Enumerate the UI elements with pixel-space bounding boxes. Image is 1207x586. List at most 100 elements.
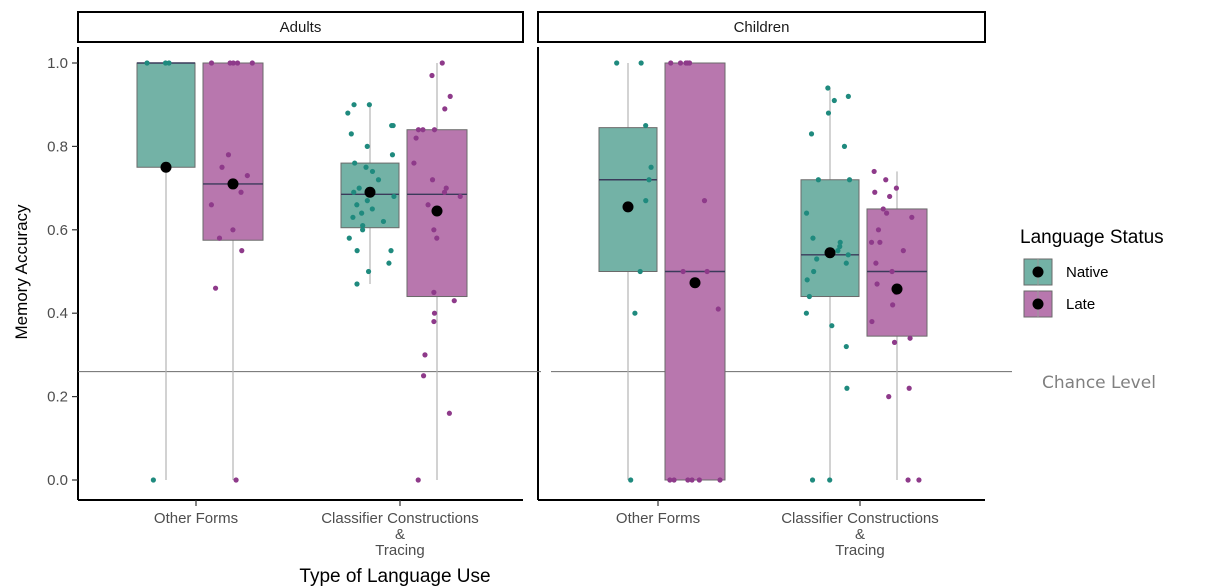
- data-point-native: [354, 202, 360, 208]
- data-point-native: [837, 243, 843, 250]
- data-point-late: [219, 164, 225, 170]
- data-point-late: [889, 268, 895, 275]
- data-point-late: [411, 160, 417, 166]
- data-point-late: [422, 352, 428, 358]
- jitter-points: [144, 60, 922, 483]
- data-point-native: [825, 110, 832, 116]
- data-point-native: [389, 152, 396, 158]
- legend-label-late: Late: [1066, 296, 1095, 313]
- box-native: [598, 127, 658, 273]
- data-point-native: [166, 60, 172, 66]
- data-point-late: [667, 477, 673, 483]
- data-point-native: [827, 477, 833, 483]
- data-point-late: [447, 93, 453, 99]
- data-point-late: [696, 477, 702, 483]
- data-point-late: [873, 260, 879, 266]
- x-tick-label: Classifier Constructions: [321, 510, 479, 527]
- data-point-late: [671, 477, 677, 483]
- data-point-late: [872, 189, 878, 195]
- data-point-late: [907, 335, 913, 341]
- mean-point: [227, 178, 239, 190]
- y-axis: 0.0 0.2 0.4 0.6 0.8 1.0: [47, 55, 78, 489]
- data-point-late: [887, 193, 893, 200]
- data-point-late: [238, 189, 244, 195]
- data-point-late: [900, 248, 906, 254]
- mean-point: [824, 247, 836, 259]
- data-point-native: [803, 310, 809, 316]
- y-axis-title: Memory Accuracy: [12, 204, 31, 340]
- data-point-native: [846, 177, 853, 183]
- data-point-late: [883, 210, 890, 216]
- data-point-native: [364, 143, 370, 149]
- data-point-late: [212, 285, 219, 291]
- data-point-late: [233, 477, 239, 483]
- data-point-native: [352, 160, 358, 166]
- data-point-late: [905, 477, 911, 483]
- legend: Language Status Native Late: [1020, 227, 1164, 318]
- data-point-native: [804, 277, 810, 283]
- data-point-late: [234, 60, 241, 66]
- y-tick-label: 0.0: [47, 472, 68, 489]
- data-point-native: [388, 248, 394, 254]
- data-point-late: [457, 193, 463, 200]
- legend-title: Language Status: [1020, 227, 1164, 248]
- data-point-late: [415, 127, 422, 133]
- x-tick-label: Tracing: [835, 542, 884, 559]
- data-point-late: [909, 214, 915, 220]
- data-point-native: [345, 110, 351, 116]
- data-point-native: [643, 122, 649, 129]
- data-point-native: [364, 198, 370, 204]
- data-point-late: [877, 239, 883, 245]
- data-point-late: [441, 189, 448, 195]
- data-point-native: [360, 227, 366, 233]
- data-point-native: [829, 323, 835, 329]
- data-point-native: [825, 85, 831, 91]
- data-point-late: [230, 60, 236, 66]
- data-point-late: [875, 227, 882, 233]
- x-axis-title: Type of Language Use: [299, 566, 490, 586]
- data-point-late: [429, 177, 436, 183]
- data-point-late: [446, 410, 452, 416]
- facet-strip: [537, 11, 986, 43]
- box-late: [202, 62, 264, 241]
- data-point-late: [420, 127, 426, 133]
- data-point-native: [380, 218, 387, 225]
- data-point-native: [391, 193, 397, 200]
- box-native: [800, 179, 860, 298]
- data-point-late: [686, 60, 693, 66]
- data-point-late: [685, 477, 691, 483]
- mean-points: [160, 161, 903, 295]
- data-point-late: [868, 239, 875, 245]
- facet-label: Children: [734, 19, 790, 36]
- x-tick-label: &: [855, 526, 865, 543]
- data-point-late: [431, 289, 437, 295]
- data-point-native: [363, 164, 369, 170]
- data-point-late: [431, 310, 438, 316]
- mean-point: [689, 277, 701, 289]
- data-point-late: [425, 202, 431, 208]
- data-point-native: [837, 239, 843, 245]
- data-point-native: [810, 235, 816, 241]
- boxplots: [136, 62, 928, 481]
- data-point-native: [638, 60, 644, 66]
- data-point-native: [643, 198, 649, 204]
- data-point-late: [869, 318, 875, 325]
- data-point-native: [803, 210, 810, 216]
- mean-point: [431, 205, 443, 217]
- data-point-native: [815, 177, 821, 183]
- facet-panels: Adults Children: [77, 11, 986, 501]
- data-point-native: [350, 214, 356, 220]
- data-point-native: [366, 102, 372, 108]
- data-point-native: [628, 477, 634, 483]
- data-point-native: [375, 177, 382, 183]
- x-tick-label: Classifier Constructions: [781, 510, 939, 527]
- box-late: [866, 208, 928, 337]
- data-point-late: [434, 235, 440, 241]
- data-point-late: [431, 318, 437, 325]
- data-point-native: [806, 293, 812, 300]
- data-point-native: [356, 185, 362, 191]
- legend-key-mean: [1032, 298, 1044, 310]
- facet-strip: [77, 11, 524, 43]
- data-point-late: [704, 268, 710, 275]
- data-point-native: [360, 223, 366, 229]
